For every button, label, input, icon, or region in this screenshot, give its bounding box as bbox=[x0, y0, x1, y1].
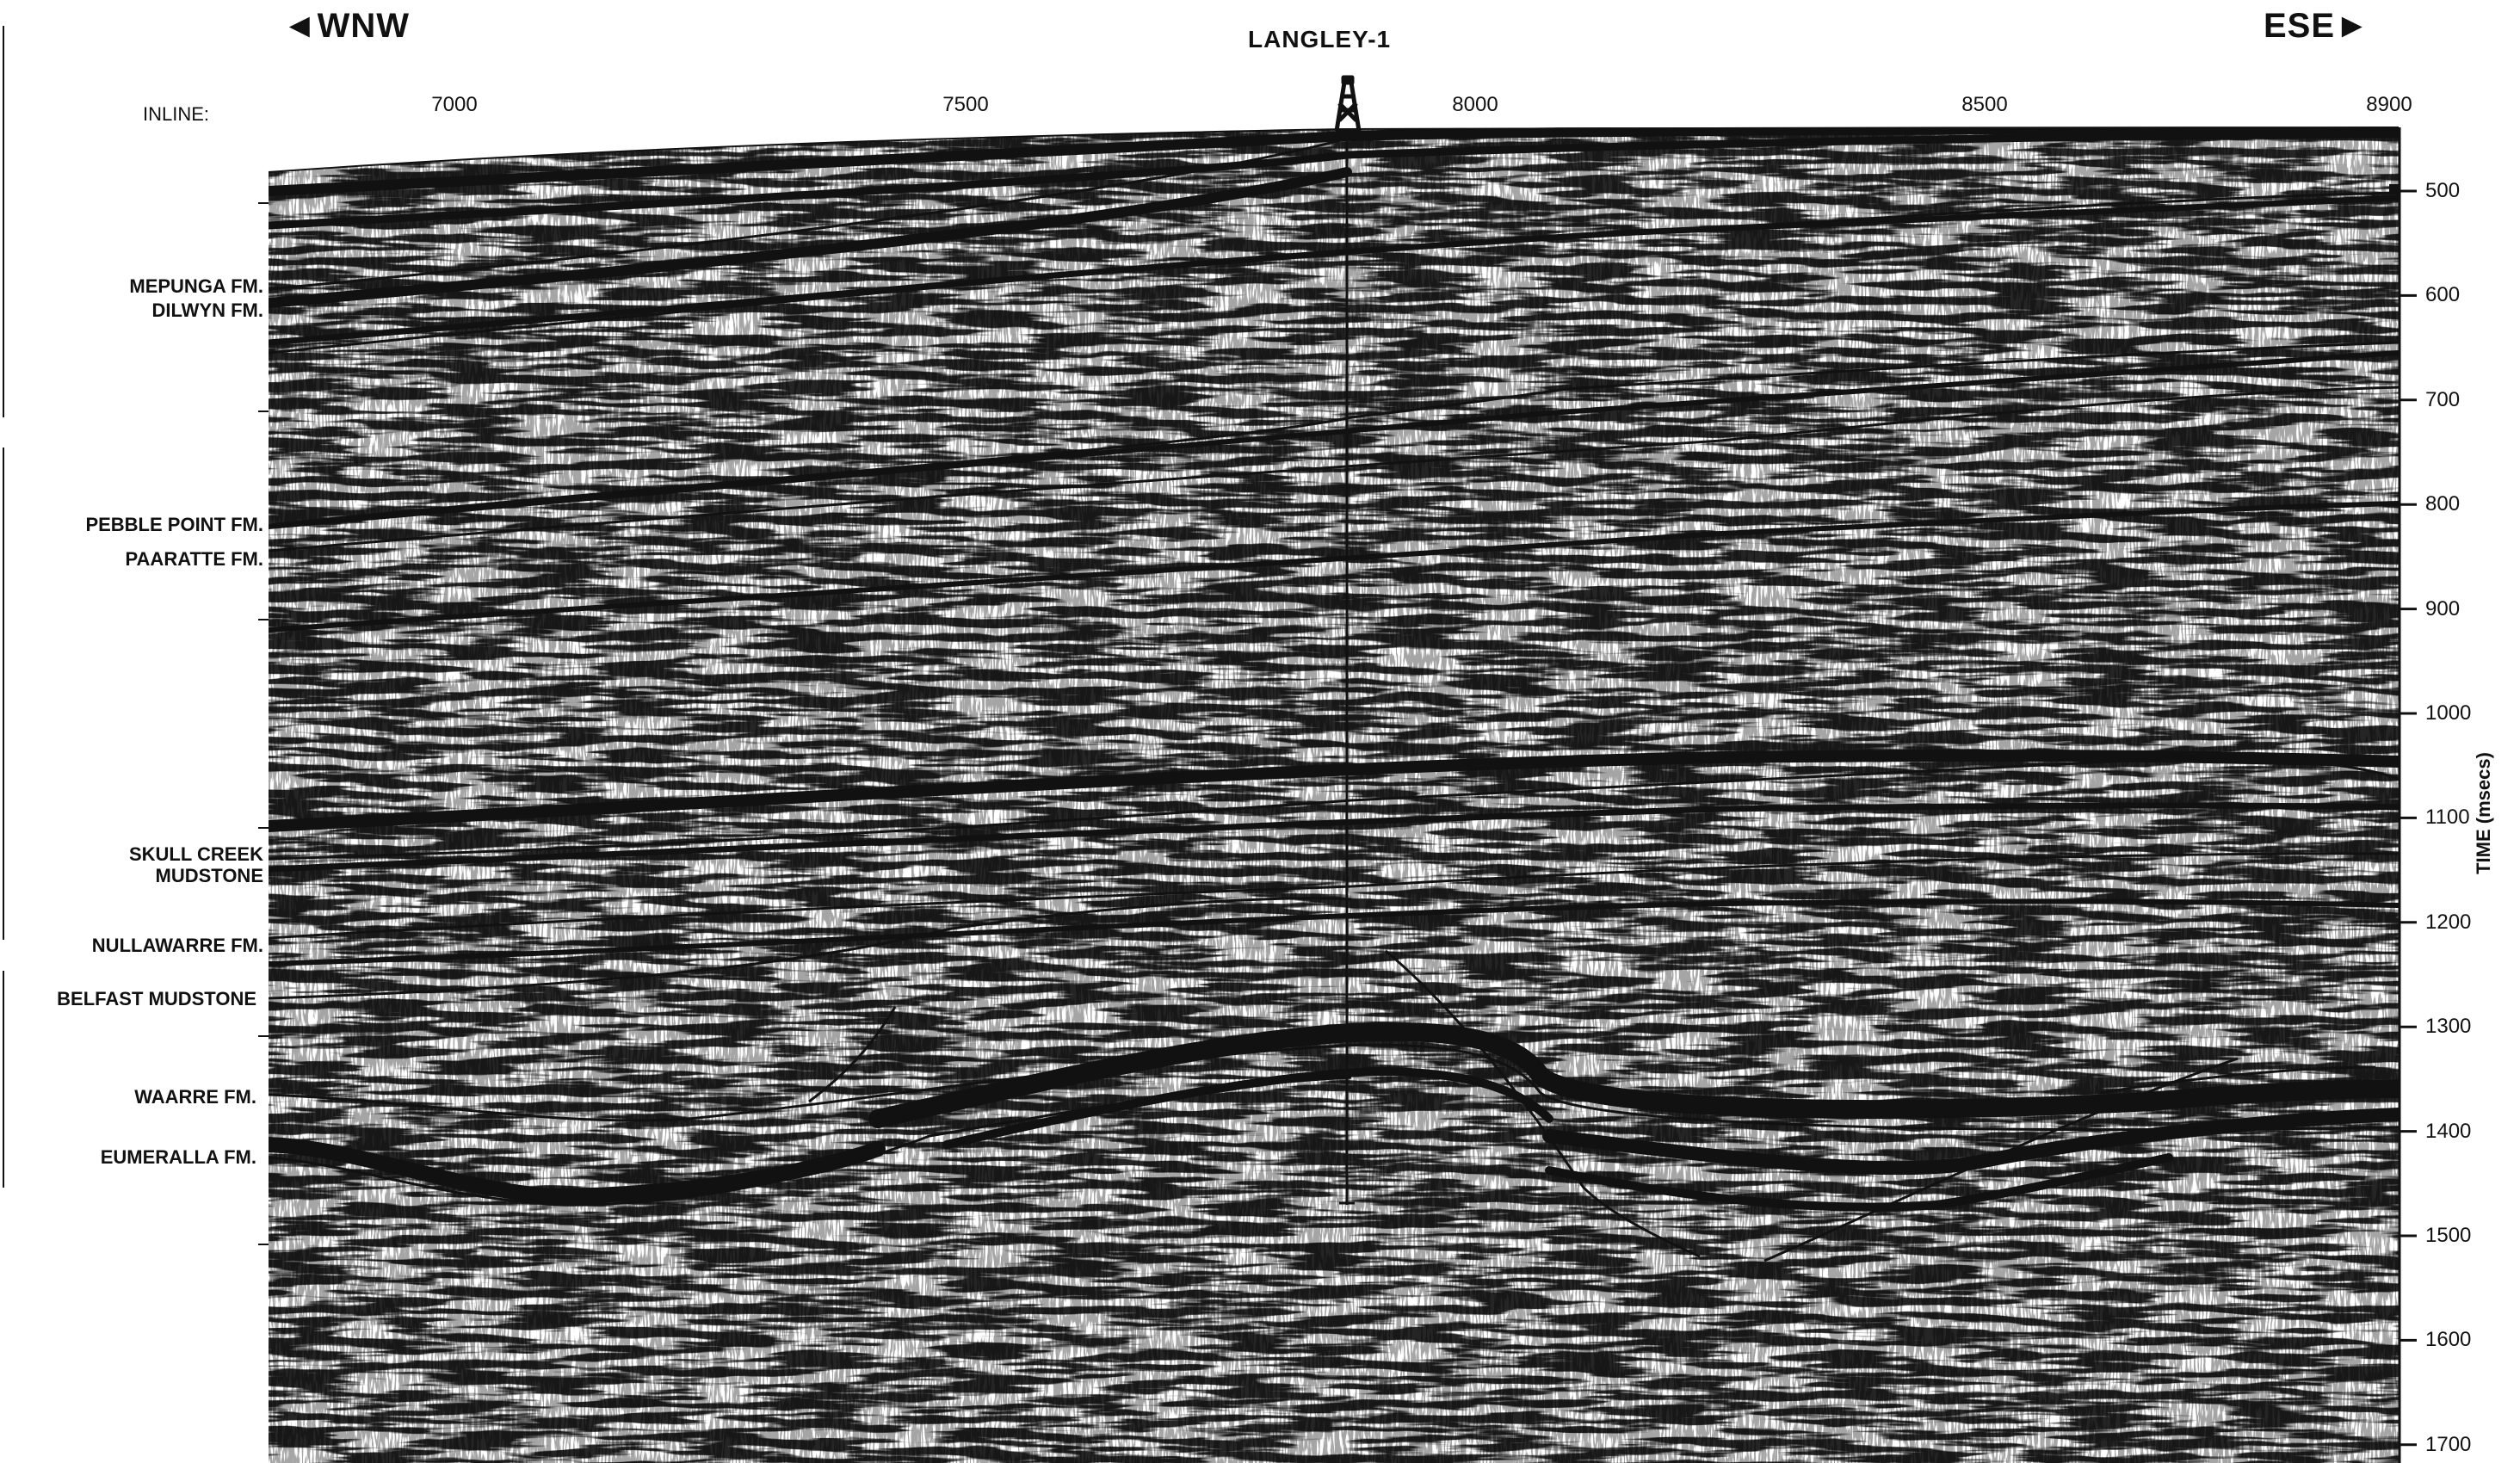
horizon-label-waarre: WAARRE FM. bbox=[134, 1086, 256, 1108]
time-tick-900: 900 bbox=[2425, 596, 2461, 620]
time-tick-600: 600 bbox=[2425, 283, 2461, 307]
time-tick-1400: 1400 bbox=[2425, 1119, 2472, 1143]
horizon-label-skull-creek: SKULL CREEK MUDSTONE bbox=[128, 843, 263, 886]
time-tick-1600: 1600 bbox=[2425, 1328, 2472, 1352]
drilling-derrick-icon bbox=[1334, 75, 1362, 133]
fault-east bbox=[1763, 1057, 2239, 1262]
horizon-waarre bbox=[269, 1043, 2399, 1132]
time-tick-800: 800 bbox=[2425, 492, 2461, 516]
horizon-pebble-point bbox=[269, 341, 2399, 527]
left-tick-marks bbox=[258, 202, 269, 1245]
time-tick-1200: 1200 bbox=[2425, 910, 2472, 934]
horizon-lines bbox=[269, 136, 2399, 1207]
horizon-skull-creek bbox=[269, 756, 2399, 861]
time-tick-1100: 1100 bbox=[2425, 806, 2470, 830]
horizon-label-dilwyn: DILWYN FM. bbox=[151, 299, 263, 321]
seismic-traces bbox=[269, 127, 2399, 1463]
horizon-label-pebble-point: PEBBLE POINT FM. bbox=[85, 514, 263, 535]
inline-tick-8500: 8500 bbox=[1961, 93, 2008, 116]
well-name: LANGLEY-1 bbox=[1248, 26, 1392, 52]
direction-east-label: ESE► bbox=[2264, 7, 2370, 45]
fault-main bbox=[1385, 949, 1701, 1258]
fault-west bbox=[808, 1006, 897, 1103]
fault-east-splay bbox=[2099, 1065, 2376, 1095]
time-axis-marker bbox=[2389, 184, 2400, 194]
time-tick-1300: 1300 bbox=[2425, 1015, 2472, 1039]
horizon-label-belfast: BELFAST MUDSTONE bbox=[57, 988, 256, 1009]
inline-tick-8900: 8900 bbox=[2366, 93, 2412, 116]
time-tick-marks bbox=[2400, 189, 2417, 1447]
direction-west-label: ◄WNW bbox=[282, 7, 410, 45]
horizon-mepunga bbox=[269, 136, 1352, 291]
horizon-belfast bbox=[269, 897, 1352, 1000]
inline-tick-7000: 7000 bbox=[431, 93, 478, 116]
time-tick-1500: 1500 bbox=[2425, 1224, 2472, 1247]
time-tick-1000: 1000 bbox=[2425, 701, 2472, 725]
time-axis-label: TIME (msecs) bbox=[2473, 752, 2494, 874]
inline-tick-7500: 7500 bbox=[942, 93, 989, 116]
time-tick-1700: 1700 bbox=[2425, 1432, 2472, 1456]
horizon-label-mepunga: MEPUNGA FM. bbox=[129, 275, 263, 297]
fault-lines bbox=[808, 949, 2376, 1262]
inline-axis-label: INLINE: bbox=[143, 103, 210, 125]
horizon-nullawarre bbox=[269, 852, 2399, 940]
horizon-paaratte bbox=[269, 386, 2399, 552]
horizon-dilwyn bbox=[269, 191, 2399, 355]
inline-tick-8000: 8000 bbox=[1452, 93, 1498, 116]
horizon-label-nullawarre: NULLAWARRE FM. bbox=[91, 935, 263, 956]
time-tick-500: 500 bbox=[2425, 179, 2461, 202]
horizon-eumeralla bbox=[269, 1076, 1352, 1207]
horizon-label-eumeralla: EUMERALLA FM. bbox=[100, 1146, 256, 1168]
horizon-label-paaratte: PAARATTE FM. bbox=[125, 548, 264, 570]
time-tick-700: 700 bbox=[2425, 387, 2461, 411]
